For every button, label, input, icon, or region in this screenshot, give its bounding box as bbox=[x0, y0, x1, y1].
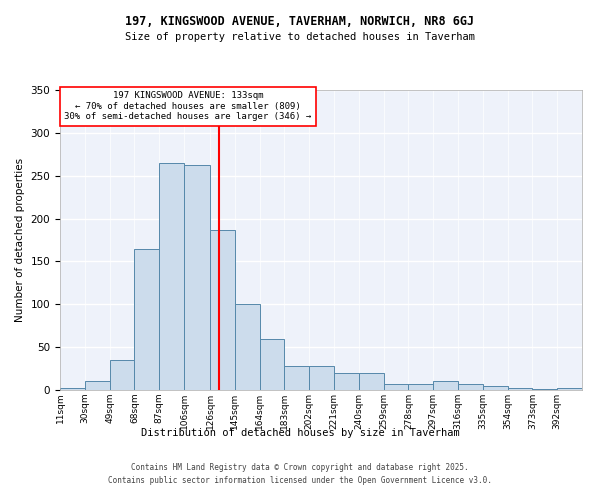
Bar bbox=[60, 388, 85, 390]
Bar bbox=[409, 384, 433, 390]
Bar bbox=[383, 384, 409, 390]
Bar bbox=[359, 373, 383, 390]
Text: 197 KINGSWOOD AVENUE: 133sqm
← 70% of detached houses are smaller (809)
30% of s: 197 KINGSWOOD AVENUE: 133sqm ← 70% of de… bbox=[64, 92, 311, 122]
Text: 197, KINGSWOOD AVENUE, TAVERHAM, NORWICH, NR8 6GJ: 197, KINGSWOOD AVENUE, TAVERHAM, NORWICH… bbox=[125, 15, 475, 28]
Bar bbox=[134, 248, 159, 390]
Bar bbox=[508, 388, 532, 390]
Bar bbox=[334, 373, 359, 390]
Bar bbox=[85, 382, 110, 390]
Bar bbox=[284, 366, 309, 390]
Text: Contains HM Land Registry data © Crown copyright and database right 2025.
Contai: Contains HM Land Registry data © Crown c… bbox=[108, 464, 492, 485]
Bar bbox=[532, 389, 557, 390]
Text: Distribution of detached houses by size in Taverham: Distribution of detached houses by size … bbox=[140, 428, 460, 438]
Bar bbox=[110, 360, 134, 390]
Text: Size of property relative to detached houses in Taverham: Size of property relative to detached ho… bbox=[125, 32, 475, 42]
Bar bbox=[433, 382, 458, 390]
Bar bbox=[483, 386, 508, 390]
Bar bbox=[557, 388, 582, 390]
Bar bbox=[159, 163, 184, 390]
Bar bbox=[309, 366, 334, 390]
Bar bbox=[458, 384, 483, 390]
Bar bbox=[235, 304, 260, 390]
Bar bbox=[210, 230, 235, 390]
Y-axis label: Number of detached properties: Number of detached properties bbox=[15, 158, 25, 322]
Bar bbox=[184, 164, 210, 390]
Bar bbox=[260, 338, 284, 390]
